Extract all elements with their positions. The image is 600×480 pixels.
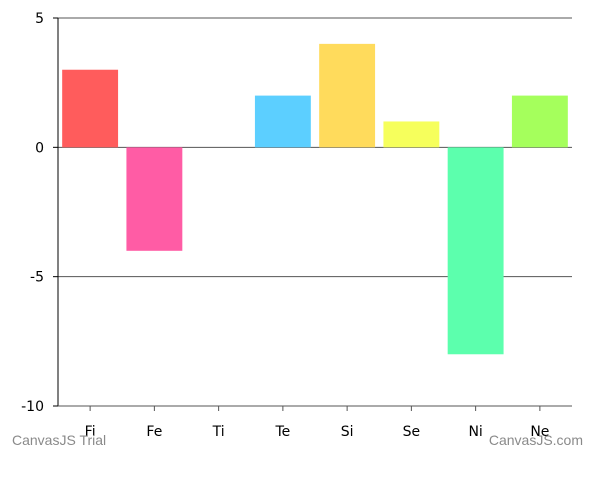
x-tick-label-ti: Ti: [212, 424, 225, 440]
bar-te[interactable]: [254, 95, 311, 148]
bar-fi[interactable]: [62, 69, 119, 148]
x-tick-label-fi: Fi: [85, 424, 96, 440]
watermark-left: CanvasJS Trial: [12, 432, 106, 448]
y-tick-label: 5: [35, 11, 44, 27]
y-tick-label: -5: [30, 270, 44, 286]
x-tick-label-ne: Ne: [530, 424, 549, 440]
y-tick-label: -10: [21, 399, 44, 415]
x-tick-label-ni: Ni: [468, 424, 482, 440]
bar-fe[interactable]: [126, 147, 183, 251]
y-tick-label: 0: [35, 140, 44, 156]
watermark-right: CanvasJS.com: [489, 432, 583, 448]
bar-si[interactable]: [319, 43, 376, 148]
x-tick-label-fe: Fe: [146, 424, 162, 440]
x-tick-labels: Fi Fe Ti Te Si Se Ni Ne: [85, 406, 549, 440]
bar-se[interactable]: [383, 121, 440, 148]
x-tick-label-si: Si: [341, 424, 354, 440]
y-tick-labels: 5 0 -5 -10: [21, 11, 58, 415]
bar-ne[interactable]: [511, 95, 568, 148]
x-tick-label-se: Se: [403, 424, 421, 440]
bars: [62, 43, 568, 355]
x-tick-label-te: Te: [274, 424, 290, 440]
bar-ni[interactable]: [447, 147, 504, 355]
